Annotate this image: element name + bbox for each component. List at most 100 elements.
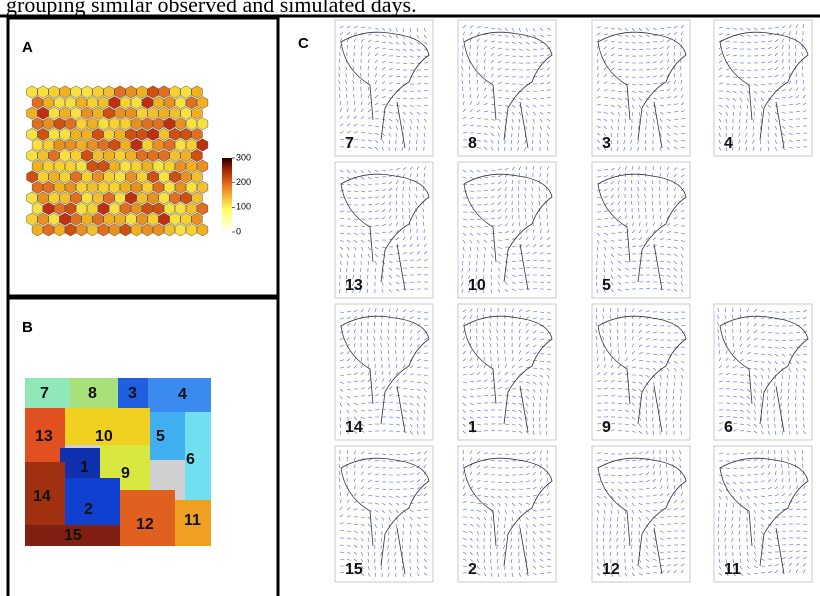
hexagon xyxy=(159,107,170,119)
hexagon xyxy=(43,160,54,172)
hexagon xyxy=(126,128,137,140)
cluster-label: 6 xyxy=(186,451,195,468)
hexagon xyxy=(120,118,131,130)
hexagon xyxy=(115,192,126,204)
cluster-label: 3 xyxy=(128,385,137,402)
hexagon xyxy=(186,118,197,130)
hexagon xyxy=(186,96,197,108)
hexagon xyxy=(148,107,159,119)
hexagon xyxy=(49,171,60,183)
hexagon xyxy=(71,213,82,225)
hexagon xyxy=(32,224,43,236)
wind-map: 6 xyxy=(714,304,812,440)
hexagon xyxy=(65,96,76,108)
wind-map: 5 xyxy=(592,162,690,298)
hexagon xyxy=(186,139,197,151)
cluster-label: 10 xyxy=(95,428,113,445)
hexagon xyxy=(87,118,98,130)
hexagon xyxy=(142,181,153,193)
map-label: 7 xyxy=(345,135,354,152)
hexagon xyxy=(148,86,159,98)
hexagon xyxy=(131,181,142,193)
hexagon xyxy=(170,128,181,140)
hexagon xyxy=(192,171,203,183)
hexagon xyxy=(76,224,87,236)
hexagon xyxy=(43,96,54,108)
hexagon xyxy=(104,171,115,183)
hexagon xyxy=(82,149,93,161)
hexagon xyxy=(164,118,175,130)
hexagon xyxy=(49,192,60,204)
hexagon xyxy=(175,202,186,214)
map-label: 13 xyxy=(345,277,363,294)
hexagon xyxy=(137,213,148,225)
hexagon xyxy=(49,128,60,140)
hexagon xyxy=(93,149,104,161)
hexagon xyxy=(27,213,38,225)
hexagon xyxy=(126,86,137,98)
map-label: 2 xyxy=(468,561,477,578)
hexagon xyxy=(60,213,71,225)
hexagon xyxy=(186,224,197,236)
hexagon xyxy=(76,118,87,130)
hexagon xyxy=(32,202,43,214)
wind-map: 14 xyxy=(335,304,433,440)
wind-map: 13 xyxy=(335,162,433,298)
map-label: 1 xyxy=(468,419,477,436)
hexagon xyxy=(109,96,120,108)
hexagon xyxy=(181,107,192,119)
hexagon xyxy=(153,96,164,108)
hexagon xyxy=(164,139,175,151)
cluster-label: 2 xyxy=(84,501,93,518)
map-label: 14 xyxy=(345,419,363,436)
hexagon xyxy=(82,107,93,119)
hexagon xyxy=(170,86,181,98)
hexagon xyxy=(164,96,175,108)
hexagon xyxy=(82,213,93,225)
cluster-label: 11 xyxy=(184,512,201,529)
hexagon xyxy=(126,213,137,225)
hexagon xyxy=(137,192,148,204)
hexagon xyxy=(76,160,87,172)
hexagon xyxy=(60,192,71,204)
hexagon xyxy=(164,181,175,193)
hexagon xyxy=(126,149,137,161)
map-label: 15 xyxy=(345,561,363,578)
hexagon xyxy=(159,149,170,161)
hexagon xyxy=(98,96,109,108)
hexagon xyxy=(98,224,109,236)
wind-map: 15 xyxy=(335,446,433,582)
hexagon xyxy=(27,107,38,119)
colorbar xyxy=(222,158,232,232)
hexagon xyxy=(71,149,82,161)
hexagon xyxy=(170,192,181,204)
hexagon xyxy=(71,192,82,204)
hexagon xyxy=(109,224,120,236)
hexagon xyxy=(153,160,164,172)
hexagon xyxy=(115,86,126,98)
hexagon xyxy=(197,96,208,108)
panel-label: A xyxy=(22,39,33,56)
hexagon xyxy=(148,149,159,161)
hexagon xyxy=(71,128,82,140)
hexagon xyxy=(32,181,43,193)
hexagon xyxy=(197,160,208,172)
hexagon xyxy=(115,213,126,225)
hexagon xyxy=(131,224,142,236)
hexagon xyxy=(142,160,153,172)
hexagon xyxy=(192,128,203,140)
map-label: 12 xyxy=(602,561,620,578)
hexagon xyxy=(181,192,192,204)
map-label: 11 xyxy=(724,561,741,578)
map-label: 6 xyxy=(724,419,733,436)
hexagon xyxy=(38,192,49,204)
hexagon xyxy=(192,192,203,204)
hexagon xyxy=(175,96,186,108)
map-label: 9 xyxy=(602,419,611,436)
hexagon xyxy=(38,171,49,183)
hexagon xyxy=(49,107,60,119)
hexagon xyxy=(27,171,38,183)
hexagon xyxy=(181,128,192,140)
hexagon xyxy=(186,202,197,214)
